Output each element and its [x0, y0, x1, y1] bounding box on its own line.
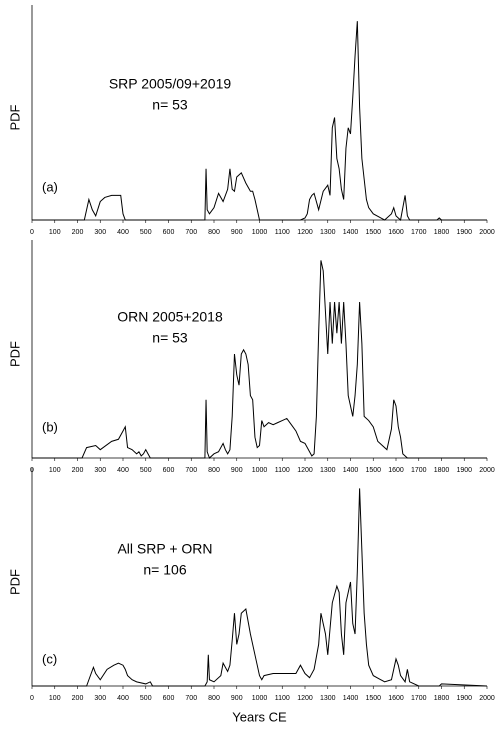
x-tick-label: 1000 — [252, 467, 268, 474]
pdf-line — [32, 488, 488, 687]
x-tick-label: 800 — [208, 695, 220, 702]
annotation: ORN 2005+2018 — [117, 309, 223, 325]
x-tick-label: 900 — [231, 695, 243, 702]
x-tick-label: 800 — [208, 467, 220, 474]
annotation: n= 53 — [152, 330, 188, 346]
x-tick-label: 1800 — [434, 229, 450, 236]
x-tick-label: 1400 — [343, 229, 359, 236]
annotation: SRP 2005/09+2019 — [109, 76, 232, 92]
x-tick-label: 1900 — [456, 229, 472, 236]
x-tick-label: 200 — [72, 467, 84, 474]
panel-label: (a) — [42, 179, 58, 194]
x-tick-label: 100 — [49, 467, 61, 474]
x-tick-label: 1800 — [434, 467, 450, 474]
x-tick-label: 600 — [163, 695, 175, 702]
y-axis-label: PDF — [7, 341, 22, 367]
x-tick-label: 400 — [117, 229, 129, 236]
x-tick-label: 1700 — [411, 467, 427, 474]
y-axis-label: PDF — [7, 104, 22, 130]
x-tick-label: 400 — [117, 695, 129, 702]
x-tick-label: 1100 — [275, 467, 290, 474]
x-tick-label: 100 — [49, 229, 61, 236]
x-tick-label: 1500 — [365, 467, 381, 474]
x-tick-label: 700 — [185, 229, 197, 236]
x-tick-label: 2000 — [479, 229, 495, 236]
x-tick-label: 0 — [30, 695, 34, 702]
x-tick-label: 900 — [231, 229, 243, 236]
x-tick-label: 1400 — [343, 695, 359, 702]
x-tick-label: 1600 — [388, 467, 404, 474]
x-tick-label: 400 — [117, 467, 129, 474]
annotation: n= 106 — [143, 562, 186, 578]
annotation: All SRP + ORN — [117, 541, 212, 557]
x-tick-label: 500 — [140, 229, 152, 236]
x-tick-label: 1200 — [297, 229, 313, 236]
x-tick-label: 300 — [94, 229, 106, 236]
x-tick-label: 900 — [231, 467, 243, 474]
x-tick-label: 700 — [185, 467, 197, 474]
x-tick-label: 500 — [140, 695, 152, 702]
x-tick-label: 300 — [94, 467, 106, 474]
x-tick-label: 0 — [30, 229, 34, 236]
x-tick-label: 800 — [208, 229, 220, 236]
panel-label: (b) — [42, 419, 58, 434]
x-tick-label: 600 — [163, 467, 175, 474]
x-tick-label: 700 — [185, 695, 197, 702]
x-tick-label: 500 — [140, 467, 152, 474]
x-tick-label: 1200 — [297, 467, 313, 474]
x-tick-label: 200 — [72, 229, 84, 236]
x-tick-label: 1500 — [365, 229, 381, 236]
x-tick-label: 1500 — [365, 695, 381, 702]
x-tick-label: 1800 — [434, 695, 450, 702]
x-tick-label: 1900 — [456, 695, 472, 702]
x-tick-label: 1700 — [411, 229, 427, 236]
x-tick-label: 1100 — [275, 695, 290, 702]
x-axis-label: Years CE — [232, 709, 287, 724]
panel-label: (c) — [42, 651, 57, 666]
x-tick-label: 1900 — [456, 467, 472, 474]
x-tick-label: 1300 — [320, 467, 336, 474]
pdf-line — [32, 21, 487, 221]
x-tick-label: 1300 — [320, 695, 336, 702]
pdf-line — [32, 260, 487, 459]
x-tick-label: 300 — [94, 695, 106, 702]
x-tick-label: 1600 — [388, 229, 404, 236]
x-tick-label: 1300 — [320, 229, 336, 236]
x-tick-label: 1100 — [275, 229, 290, 236]
x-tick-label: 1000 — [252, 695, 268, 702]
x-tick-label: 2000 — [479, 695, 495, 702]
x-tick-label: 1400 — [343, 467, 359, 474]
x-tick-label: 200 — [72, 695, 84, 702]
y-axis-label: PDF — [7, 569, 22, 595]
x-tick-label: 1600 — [388, 695, 404, 702]
annotation: n= 53 — [152, 97, 188, 113]
x-tick-label: 1700 — [411, 695, 427, 702]
x-tick-label: 1000 — [252, 229, 268, 236]
x-tick-label: 100 — [49, 695, 61, 702]
x-tick-label: 1200 — [297, 695, 313, 702]
x-tick-label: 600 — [163, 229, 175, 236]
x-tick-label: 2000 — [479, 467, 495, 474]
